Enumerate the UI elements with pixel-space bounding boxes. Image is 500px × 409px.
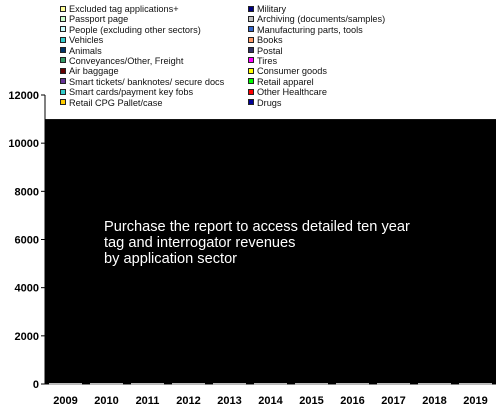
legend-label: Retail apparel <box>257 76 314 87</box>
legend-item: Archiving (documents/samples) <box>248 14 438 24</box>
purchase-notice-line: Purchase the report to access detailed t… <box>104 219 410 235</box>
legend-swatch <box>248 36 254 43</box>
legend-label: Archiving (documents/samples) <box>257 14 386 25</box>
legend-swatch <box>60 15 66 22</box>
legend-swatch <box>248 5 254 12</box>
x-tick-label: 2010 <box>94 395 118 407</box>
purchase-notice-line: tag and interrogator revenues <box>104 235 296 252</box>
legend-label: Smart tickets/ banknotes/ secure docs <box>69 76 225 87</box>
legend-item: Air baggage <box>60 66 250 76</box>
legend-item: Other Healthcare <box>248 87 438 97</box>
legend-swatch <box>248 15 254 22</box>
legend-item: Consumer goods <box>248 66 438 76</box>
legend-swatch <box>60 88 66 95</box>
legend-item: Smart tickets/ banknotes/ secure docs <box>60 77 250 87</box>
x-tick-label: 2011 <box>136 395 160 407</box>
legend-label: Drugs <box>257 97 282 108</box>
x-tick-label: 2012 <box>176 395 200 407</box>
legend-column-right: Military Archiving (documents/samples) M… <box>248 4 438 108</box>
legend-swatch <box>248 88 254 95</box>
x-tick-label: 2017 <box>381 395 405 407</box>
y-tick-label: 4000 <box>15 283 39 295</box>
legend-swatch <box>60 99 66 106</box>
legend-item: Postal <box>248 46 438 56</box>
purchase-notice: Purchase the report to access detailed t… <box>104 219 484 268</box>
legend-item: Military <box>248 4 438 14</box>
data-overlay <box>45 119 496 384</box>
legend-label: Books <box>257 35 283 46</box>
legend-label: Animals <box>69 45 102 56</box>
legend-label: Other Healthcare <box>257 87 327 98</box>
legend-item: Animals <box>60 46 250 56</box>
legend-label: People (excluding other sectors) <box>69 24 201 35</box>
legend-item: Drugs <box>248 98 438 108</box>
legend-swatch <box>248 57 254 64</box>
legend-swatch <box>60 78 66 85</box>
legend-label: Vehicles <box>69 35 104 46</box>
legend-swatch <box>60 57 66 64</box>
legend-label: Smart cards/payment key fobs <box>69 87 194 98</box>
legend-label: Military <box>257 4 287 14</box>
legend-swatch <box>248 78 254 85</box>
legend-swatch <box>248 26 254 33</box>
x-tick-label: 2014 <box>258 395 283 407</box>
legend-label: Manufacturing parts, tools <box>257 24 363 35</box>
legend-swatch <box>248 47 254 54</box>
x-tick-label: 2016 <box>340 395 364 407</box>
legend-swatch <box>60 26 66 33</box>
legend-swatch <box>60 5 66 12</box>
y-tick-label: 6000 <box>15 235 39 247</box>
legend-swatch <box>248 67 254 74</box>
x-tick-label: 2018 <box>422 395 446 407</box>
y-tick-label: 10000 <box>8 138 39 150</box>
legend-item: Retail apparel <box>248 77 438 87</box>
legend-item: Manufacturing parts, tools <box>248 25 438 35</box>
purchase-notice-line: by application sector <box>104 251 238 268</box>
legend-item: Retail CPG Pallet/case <box>60 98 250 108</box>
legend-label: Excluded tag applications+ <box>69 4 179 14</box>
legend-swatch <box>60 47 66 54</box>
legend-column-left: Excluded tag applications+ Passport page… <box>60 4 250 108</box>
legend-item: Tires <box>248 56 438 66</box>
legend-swatch <box>60 67 66 74</box>
x-tick-label: 2013 <box>217 395 241 407</box>
legend-item: Books <box>248 35 438 45</box>
legend-item: Smart cards/payment key fobs <box>60 87 250 97</box>
legend-label: Tires <box>257 55 278 66</box>
legend-swatch <box>248 99 254 106</box>
legend-item: Conveyances/Other, Freight <box>60 56 250 66</box>
y-tick-label: 2000 <box>15 331 39 343</box>
legend-label: Conveyances/Other, Freight <box>69 55 184 66</box>
x-tick-label: 2009 <box>53 395 77 407</box>
legend-item: Passport page <box>60 14 250 24</box>
legend-label: Air baggage <box>69 66 119 77</box>
legend-label: Postal <box>257 45 283 56</box>
legend-item: Vehicles <box>60 35 250 45</box>
y-tick-label: 12000 <box>8 90 39 102</box>
legend-label: Consumer goods <box>257 66 327 77</box>
x-tick-label: 2015 <box>299 395 323 407</box>
legend: Excluded tag applications+ Passport page… <box>60 4 460 112</box>
y-tick-label: 0 <box>33 379 39 391</box>
legend-swatch <box>60 36 66 43</box>
x-tick-label: 2019 <box>463 395 487 407</box>
y-tick-label: 8000 <box>15 186 39 198</box>
legend-label: Passport page <box>69 14 129 25</box>
legend-label: Retail CPG Pallet/case <box>69 97 163 108</box>
legend-item: Excluded tag applications+ <box>60 4 250 14</box>
legend-item: People (excluding other sectors) <box>60 25 250 35</box>
